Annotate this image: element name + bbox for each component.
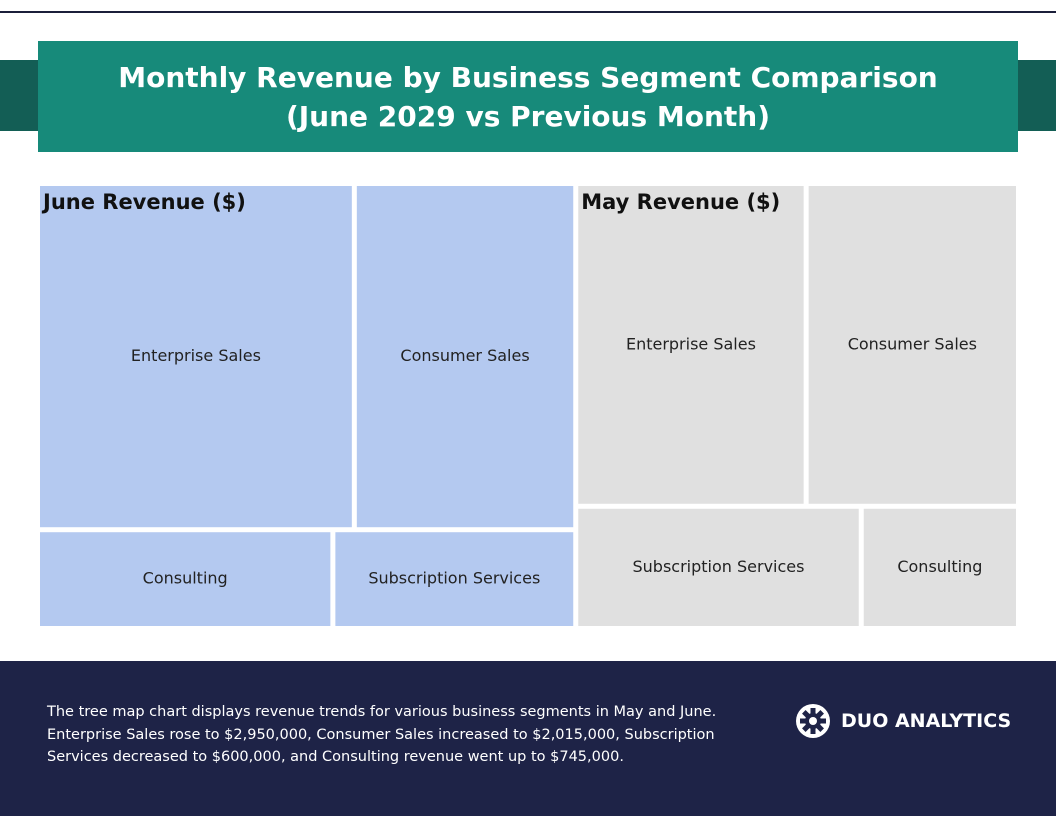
treemap-cell [808,186,1016,504]
banner-strip [1016,60,1056,131]
footer: The tree map chart displays revenue tren… [0,661,1056,816]
banner-strip [0,60,40,131]
treemap-cell [40,532,331,626]
cell-label: Consumer Sales [400,346,529,365]
chart: Enterprise Sales Consumer Sales Consulting… [40,186,1016,626]
treemap-title: June Revenue ($) [41,190,246,214]
subtitle: (June 2029 vs Previous Month) [285,100,771,133]
cell-label: Enterprise Sales [626,334,756,353]
brand: DUO ANALYTICS [795,703,1011,739]
brand-name: DUO ANALYTICS [841,710,1012,732]
treemap-cell [578,508,859,626]
treemap-cell [863,508,1016,626]
cell-label: Subscription Services [368,569,540,588]
cell-label: Consulting [143,569,228,588]
title: Monthly Revenue by Business Segment Comp… [118,61,938,94]
treemap-cell [356,186,574,528]
title-banner: Monthly Revenue by Business Segment Comp… [38,41,1018,152]
cell-label: Enterprise Sales [131,346,261,365]
treemap-cell [40,186,352,528]
cell-label: Subscription Services [633,557,805,576]
brand-icon [796,704,830,738]
treemap-cell [335,532,574,626]
treemap-title: May Revenue ($) [581,190,780,214]
cell-label: Consulting [897,557,982,576]
treemap-cell [578,186,804,504]
cell-label: Consumer Sales [848,334,977,353]
top-rule [0,11,1056,13]
footer-text: The tree map chart displays revenue tren… [47,704,717,765]
